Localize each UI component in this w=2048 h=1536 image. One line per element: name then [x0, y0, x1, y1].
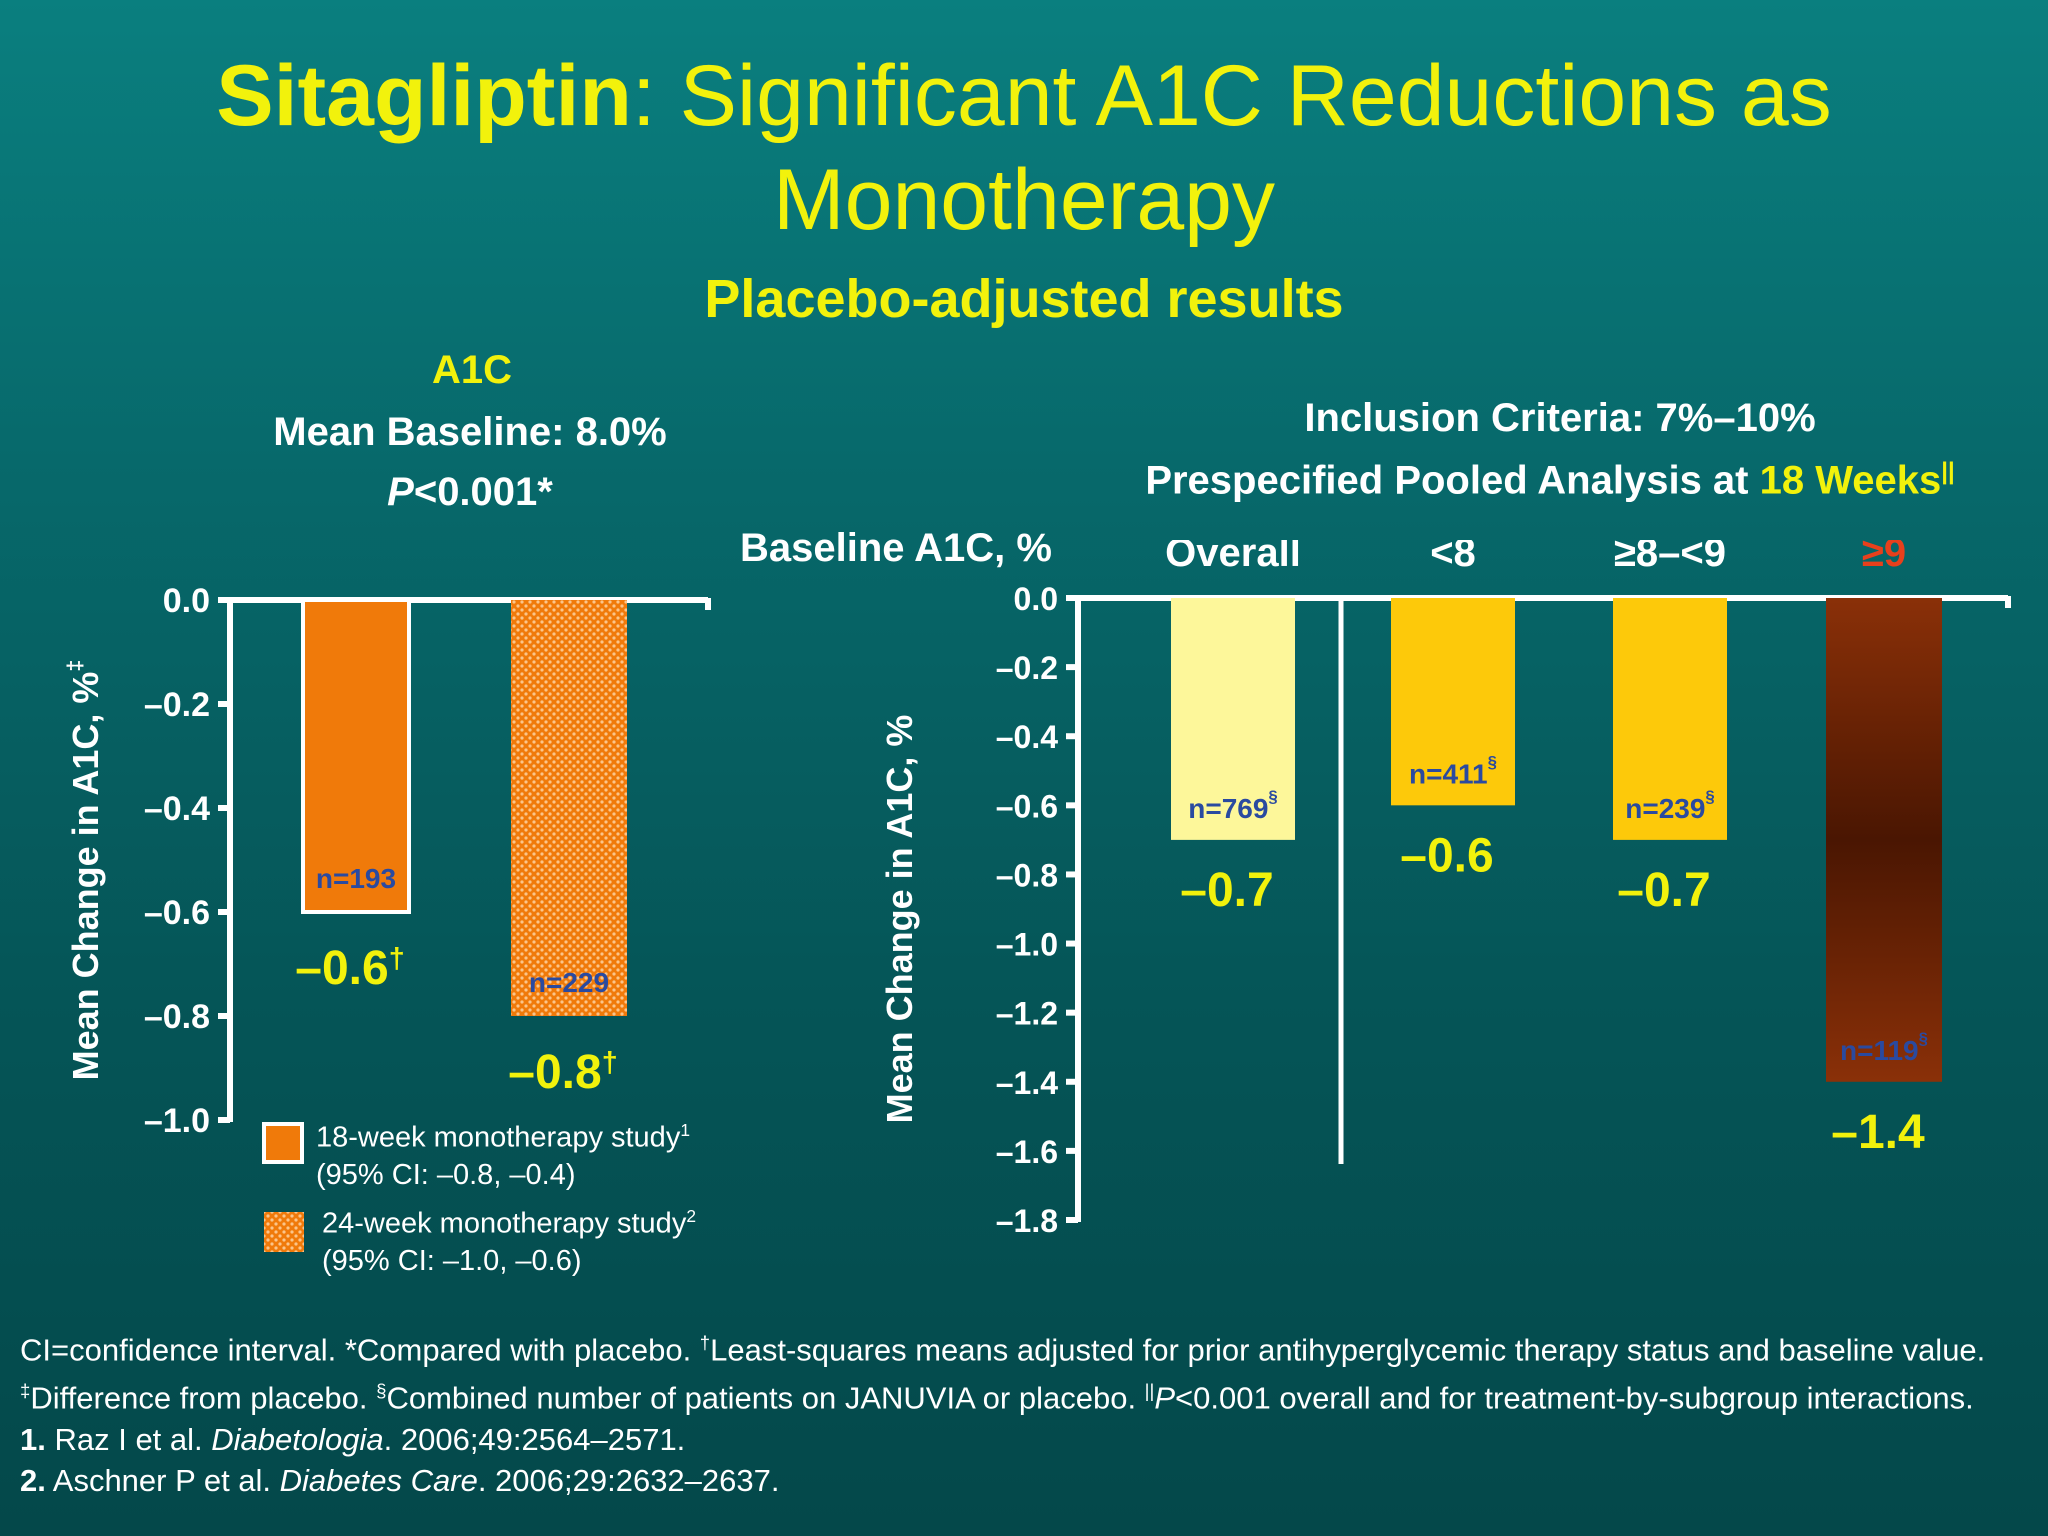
ref1-number: 1.	[20, 1421, 46, 1457]
ref2-number: 2.	[20, 1462, 46, 1498]
right-category-label: ≥9	[1862, 540, 1906, 575]
legend-swatch-solid	[262, 1122, 304, 1164]
right-bar	[1826, 598, 1942, 1082]
right-bar-value-label: –0.7	[1180, 864, 1273, 917]
right-bar-n-label: n=239§	[1625, 787, 1715, 824]
right-bar	[1613, 598, 1727, 840]
pooled-sup: ||	[1941, 458, 1955, 485]
left-mean-baseline: Mean Baseline: 8.0%	[273, 410, 667, 454]
right-category-label: <8	[1430, 540, 1476, 575]
left-y-tick-label: –0.4	[144, 790, 210, 828]
ref1-journal: Diabetologia	[211, 1421, 384, 1457]
right-y-tick-label: –1.6	[996, 1134, 1058, 1170]
footnote-combined: Combined number of patients on JANUVIA o…	[386, 1380, 1145, 1416]
right-category-label: Overall	[1165, 540, 1301, 575]
footnote-p-italic: P	[1154, 1380, 1176, 1416]
footnote-definitions: CI=confidence interval. *Compared with p…	[20, 1322, 2030, 1419]
slide-subtitle: Placebo-adjusted results	[704, 269, 1344, 329]
slide-title: Sitagliptin: Significant A1C Reductions …	[0, 44, 2048, 252]
right-bar-n-label: n=411§	[1409, 752, 1497, 789]
right-bar-value-label: –0.7	[1617, 864, 1710, 917]
ref1-authors: Raz I et al.	[45, 1421, 212, 1457]
right-bar	[1171, 598, 1295, 840]
legend-18-sup: 1	[680, 1120, 690, 1140]
footnote-ddagger: ‡	[20, 1380, 31, 1402]
title-drug-name: Sitagliptin	[216, 48, 632, 144]
right-pooled-analysis: Prespecified Pooled Analysis at 18 Weeks…	[1060, 458, 2040, 503]
right-bar-n-label: n=119§	[1840, 1029, 1928, 1066]
footnote-diff: Difference from placebo.	[30, 1380, 377, 1416]
left-bar-chart: 0.0 –0.2 –0.4 –0.6 –0.8 –1.0 Mean Change in A1…	[62, 582, 711, 1140]
footnotes: CI=confidence interval. *Compared with p…	[20, 1322, 2030, 1501]
right-bar-value-label: –0.6	[1400, 829, 1493, 882]
left-y-tick-label: –0.2	[144, 686, 210, 724]
reference-2: 2. Aschner P et al. Diabetes Care. 2006;…	[20, 1460, 2030, 1501]
legend-18-line1: 18-week monotherapy study	[316, 1121, 681, 1154]
right-category-label: ≥8–<9	[1614, 540, 1726, 575]
pvalue-italic: P	[387, 470, 414, 514]
left-pvalue: P<0.001*	[320, 470, 620, 515]
title-rest: : Significant A1C Reductions as Monother…	[631, 48, 1832, 248]
right-bar-n-label: n=769§	[1188, 787, 1278, 824]
legend-24-sup: 2	[686, 1206, 696, 1226]
left-y-tick-label: –0.8	[144, 998, 210, 1036]
right-y-tick-label: –1.2	[996, 996, 1058, 1032]
right-baseline-label: Baseline A1C, %	[740, 526, 1052, 570]
reference-1: 1. Raz I et al. Diabetologia. 2006;49:25…	[20, 1419, 2030, 1460]
left-bar-value-label: –0.8†	[508, 1046, 617, 1099]
left-header-a1c: A1C	[431, 348, 513, 392]
pooled-prefix: Prespecified Pooled Analysis at	[1145, 458, 1760, 503]
ref2-authors: Aschner P et al.	[45, 1462, 280, 1498]
ref2-citation: . 2006;29:2632–2637.	[477, 1462, 780, 1498]
ref1-citation: . 2006;49:2564–2571.	[383, 1421, 686, 1457]
footnote-dagger: †	[699, 1332, 711, 1353]
footnote-interactions: <0.001 overall and for treatment-by-subg…	[1175, 1380, 1974, 1416]
right-y-tick-label: –1.4	[996, 1065, 1058, 1101]
pvalue-rest: <0.001*	[413, 470, 553, 514]
footnote-section: §	[376, 1380, 387, 1402]
right-bar-value-label: –1.4	[1831, 1106, 1925, 1159]
ref2-journal: Diabetes Care	[279, 1462, 478, 1498]
left-y-tick-label: –0.6	[144, 894, 210, 932]
right-y-axis-label: Mean Change in A1C, %	[879, 715, 920, 1124]
left-y-tick-label: –1.0	[144, 1102, 210, 1140]
footnote-ci: CI=confidence interval. *Compared with p…	[20, 1332, 700, 1368]
right-y-tick-label: 0.0	[1014, 581, 1058, 617]
right-bar-chart: 0.0 –0.2 –0.4 –0.6 –0.8 –1.0 –1.2 –1.4 –1.6 –1.8 M…	[879, 540, 2011, 1239]
legend-swatch-dotted	[264, 1212, 304, 1252]
left-y-tick-label: 0.0	[163, 582, 210, 620]
legend-item-24-week: 24-week monotherapy study2 (95% CI: –1.0…	[322, 1198, 696, 1280]
legend-24-line2: (95% CI: –1.0, –0.6)	[322, 1244, 582, 1277]
legend-24-line1: 24-week monotherapy study	[322, 1207, 687, 1240]
right-y-tick-label: –0.2	[996, 650, 1058, 686]
right-y-tick-label: –1.0	[996, 927, 1058, 963]
left-bar-n-label: n=193	[316, 863, 396, 894]
left-bar-n-label: n=229	[529, 967, 609, 998]
left-bar-18-week	[301, 598, 411, 914]
right-y-tick-label: –0.4	[996, 719, 1058, 755]
right-inclusion-criteria: Inclusion Criteria: 7%–10%	[1304, 396, 1816, 440]
left-bar-24-week	[511, 600, 627, 1016]
right-y-tick-label: –1.8	[996, 1203, 1058, 1239]
legend-18-line2: (95% CI: –0.8, –0.4)	[316, 1158, 576, 1191]
footnote-lsm: Least-squares means adjusted for prior a…	[710, 1332, 1986, 1368]
right-y-tick-label: –0.6	[996, 788, 1058, 824]
right-bar	[1391, 598, 1515, 806]
left-bar-value-label: –0.6†	[295, 942, 404, 995]
right-y-tick-label: –0.8	[996, 857, 1058, 893]
legend-item-18-week: 18-week monotherapy study1 (95% CI: –0.8…	[316, 1112, 690, 1194]
left-y-axis-label: Mean Change in A1C, %‡	[62, 660, 106, 1081]
pooled-highlight: 18 Weeks	[1759, 458, 1942, 503]
footnote-parallel: ||	[1144, 1380, 1155, 1402]
